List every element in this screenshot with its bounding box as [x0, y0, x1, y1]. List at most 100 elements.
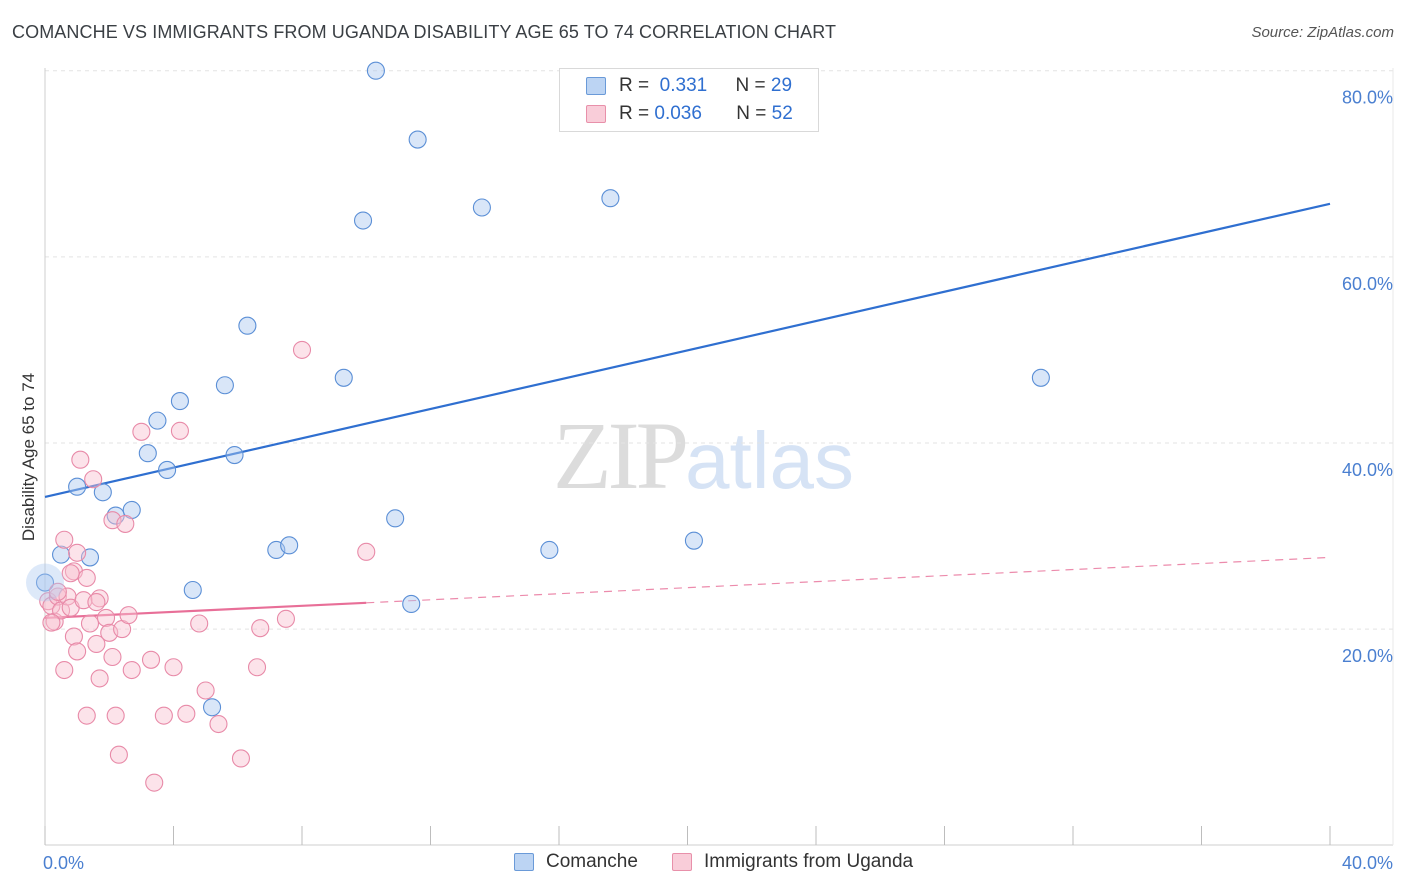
- legend-row-comanche: R = 0.331 N = 29: [586, 73, 792, 99]
- point-comanche: [684, 531, 703, 550]
- x-tick-label: 40.0%: [1342, 853, 1393, 873]
- point-uganda: [48, 582, 67, 601]
- point-uganda: [71, 450, 90, 469]
- point-comanche: [148, 411, 167, 430]
- legend-item-uganda: Immigrants from Uganda: [672, 851, 913, 873]
- point-uganda: [122, 660, 141, 680]
- point-comanche: [1031, 368, 1050, 387]
- y-tick-label: 80.0%: [1342, 88, 1393, 108]
- legend-label-comanche: Comanche: [546, 851, 638, 872]
- legend-r-value: 0.036: [654, 103, 702, 124]
- point-comanche: [366, 61, 385, 80]
- point-uganda: [196, 681, 215, 700]
- point-comanche: [402, 594, 421, 614]
- y-tick-label: 40.0%: [1342, 460, 1393, 480]
- point-cluster-comanche: [26, 563, 64, 602]
- legend-r-label: R =: [619, 103, 650, 124]
- point-uganda: [68, 543, 87, 562]
- point-uganda: [84, 470, 103, 489]
- point-uganda: [145, 773, 164, 792]
- legend-row-uganda: R = 0.036 N = 52: [586, 101, 793, 127]
- source-label: Source: ZipAtlas.com: [1251, 24, 1394, 41]
- point-uganda: [103, 647, 122, 667]
- point-comanche: [203, 698, 222, 717]
- y-axis-label: Disability Age 65 to 74: [19, 373, 38, 541]
- point-uganda: [170, 421, 189, 440]
- point-uganda: [164, 658, 183, 677]
- watermark-zip: ZIP: [553, 402, 689, 509]
- watermark-atlas: atlas: [685, 416, 854, 505]
- x-tick-label: 0.0%: [43, 853, 84, 873]
- trend-line-comanche: [44, 202, 1331, 499]
- point-comanche: [225, 446, 244, 465]
- point-uganda: [77, 706, 96, 725]
- point-uganda: [55, 530, 74, 549]
- point-uganda: [119, 606, 138, 625]
- trend-lines: [44, 202, 1331, 620]
- point-uganda: [96, 608, 116, 627]
- y-tick-label: 60.0%: [1342, 274, 1393, 294]
- point-comanche: [170, 392, 189, 411]
- point-comanche: [52, 545, 71, 564]
- trend-line-uganda-extrapolated: [366, 556, 1331, 604]
- watermark: ZIPatlas: [553, 400, 854, 511]
- correlation-legend: R = 0.331 N = 29 R = 0.036 N = 52: [559, 68, 819, 132]
- point-comanche: [35, 573, 55, 592]
- point-comanche: [183, 580, 202, 600]
- point-comanche: [408, 130, 427, 149]
- data-points: [26, 61, 1050, 792]
- legend-swatch-uganda: [672, 853, 692, 871]
- point-uganda: [247, 658, 267, 677]
- legend-n-label: N =: [735, 75, 766, 96]
- point-comanche: [386, 509, 405, 528]
- point-comanche: [238, 316, 257, 335]
- point-uganda: [68, 642, 87, 661]
- legend-n-label: N =: [736, 103, 767, 124]
- point-uganda: [141, 650, 161, 669]
- point-uganda: [177, 704, 196, 723]
- point-comanche: [472, 198, 491, 217]
- point-uganda: [90, 669, 109, 688]
- legend-label-uganda: Immigrants from Uganda: [704, 851, 914, 872]
- grid-lines: [45, 70, 1393, 630]
- point-uganda: [42, 613, 61, 632]
- legend-swatch-comanche: [514, 853, 534, 871]
- point-uganda: [55, 660, 74, 680]
- point-comanche: [93, 483, 112, 502]
- trend-line-uganda: [44, 601, 367, 620]
- point-uganda: [48, 587, 67, 606]
- point-uganda: [251, 619, 270, 638]
- point-uganda: [209, 714, 228, 734]
- point-uganda: [116, 514, 135, 533]
- axes: [44, 68, 1394, 846]
- point-uganda: [106, 706, 125, 725]
- point-uganda: [357, 542, 376, 561]
- point-uganda: [80, 614, 100, 633]
- point-uganda: [154, 706, 173, 725]
- legend-swatch-uganda: [586, 105, 606, 123]
- axis-labels: 20.0% 40.0% 60.0% 80.0% 0.0% 40.0% Disability …: [19, 88, 1393, 873]
- point-uganda: [87, 634, 106, 654]
- point-comanche: [280, 536, 299, 555]
- y-tick-label: 20.0%: [1342, 646, 1393, 666]
- point-uganda: [190, 614, 209, 633]
- point-comanche: [138, 444, 157, 463]
- point-comanche: [215, 376, 234, 395]
- legend-item-comanche: Comanche: [514, 851, 638, 873]
- legend-n-value: 52: [771, 103, 793, 124]
- point-comanche: [334, 368, 353, 387]
- point-comanche: [68, 477, 87, 496]
- series-legend: Comanche Immigrants from Uganda: [0, 851, 1406, 877]
- point-comanche: [353, 211, 373, 230]
- legend-n-value: 29: [770, 75, 793, 96]
- point-uganda: [64, 627, 83, 646]
- point-uganda: [292, 340, 312, 359]
- point-uganda: [87, 593, 106, 612]
- point-uganda: [276, 609, 295, 628]
- point-uganda: [231, 749, 251, 768]
- point-comanche: [158, 460, 177, 479]
- point-comanche: [601, 189, 620, 208]
- point-uganda: [132, 422, 151, 441]
- point-uganda: [109, 745, 128, 764]
